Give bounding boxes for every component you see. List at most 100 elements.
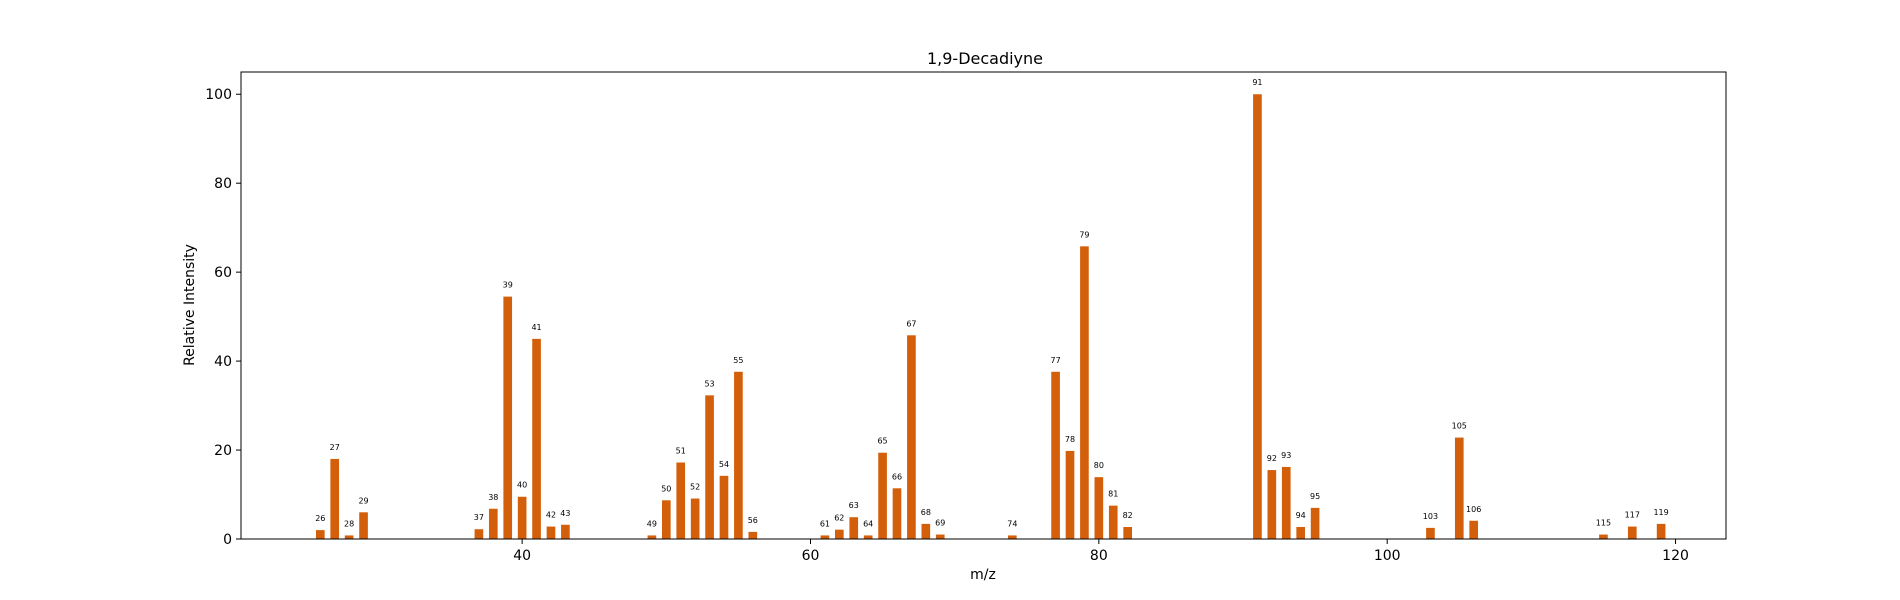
x-axis-label: m/z xyxy=(970,567,996,583)
bar-mz-92 xyxy=(1267,470,1277,539)
data-label-mz-115: 115 xyxy=(1596,519,1611,528)
bar-mz-53 xyxy=(705,395,714,539)
bar-mz-74 xyxy=(1008,535,1017,539)
x-tick-label: 100 xyxy=(1374,548,1401,564)
bar-mz-49 xyxy=(647,535,657,539)
bar-mz-79 xyxy=(1080,246,1089,539)
bar-mz-56 xyxy=(748,531,758,539)
bar-mz-27 xyxy=(330,458,340,539)
y-tick-label: 40 xyxy=(214,354,232,370)
bar-mz-64 xyxy=(863,535,873,539)
data-label-mz-42: 42 xyxy=(546,511,556,520)
bar-mz-37 xyxy=(474,529,484,539)
data-label-mz-77: 77 xyxy=(1050,356,1060,365)
x-tick-label: 120 xyxy=(1662,548,1689,564)
y-tick-label: 100 xyxy=(205,87,232,103)
bar-mz-65 xyxy=(878,452,887,539)
bar-mz-69 xyxy=(935,534,945,539)
bar-mz-103 xyxy=(1426,527,1435,539)
bar-mz-50 xyxy=(661,500,671,539)
bar-mz-78 xyxy=(1065,450,1075,539)
data-label-mz-43: 43 xyxy=(560,509,570,518)
data-label-mz-56: 56 xyxy=(748,516,758,525)
bar-mz-39 xyxy=(503,296,513,539)
data-label-mz-51: 51 xyxy=(676,447,686,456)
data-label-mz-119: 119 xyxy=(1653,508,1668,517)
data-label-mz-106: 106 xyxy=(1466,505,1481,514)
y-axis-label: Relative Intensity xyxy=(182,244,198,366)
bar-mz-28 xyxy=(344,535,354,539)
bar-mz-62 xyxy=(835,529,844,539)
data-label-group: 26 27 28 29 37 38 39 40 41 42 43 49 50 51 52 53 54 55 56 61… xyxy=(315,78,1669,528)
data-label-mz-82: 82 xyxy=(1123,511,1133,520)
bar-mz-81 xyxy=(1108,505,1118,539)
bar-mz-95 xyxy=(1310,507,1320,539)
data-label-mz-103: 103 xyxy=(1423,512,1438,521)
y-tick-label: 0 xyxy=(223,532,232,548)
bar-mz-51 xyxy=(676,462,686,539)
data-label-mz-37: 37 xyxy=(474,513,484,522)
data-label-mz-50: 50 xyxy=(661,484,671,493)
data-label-mz-38: 38 xyxy=(488,493,498,502)
data-label-mz-55: 55 xyxy=(733,356,743,365)
data-label-mz-41: 41 xyxy=(531,323,541,332)
data-label-mz-80: 80 xyxy=(1094,461,1104,470)
data-label-mz-94: 94 xyxy=(1296,511,1306,520)
data-label-mz-39: 39 xyxy=(503,281,513,290)
bar-mz-80 xyxy=(1094,477,1104,539)
data-label-mz-29: 29 xyxy=(358,496,368,505)
bar-mz-61 xyxy=(820,535,830,539)
bar-mz-106 xyxy=(1469,520,1479,539)
bar-mz-40 xyxy=(517,496,527,539)
data-label-mz-93: 93 xyxy=(1281,451,1291,460)
data-label-mz-53: 53 xyxy=(704,379,714,388)
bar-mz-43 xyxy=(561,524,570,539)
bar-mz-66 xyxy=(892,488,902,539)
bar-mz-94 xyxy=(1296,526,1306,539)
data-label-mz-78: 78 xyxy=(1065,435,1075,444)
bar-group xyxy=(315,94,1666,539)
data-label-mz-66: 66 xyxy=(892,472,902,481)
bar-mz-117 xyxy=(1627,526,1637,539)
x-axis: 40 60 80 100 120 xyxy=(513,539,1689,564)
data-label-mz-95: 95 xyxy=(1310,492,1320,501)
bar-mz-105 xyxy=(1454,437,1464,539)
data-label-mz-74: 74 xyxy=(1007,519,1017,528)
bar-mz-93 xyxy=(1281,466,1291,539)
data-label-mz-67: 67 xyxy=(906,319,916,328)
chart-title: 1,9-Decadiyne xyxy=(927,49,1043,68)
data-label-mz-27: 27 xyxy=(330,443,340,452)
data-label-mz-68: 68 xyxy=(921,508,931,517)
x-tick-label: 40 xyxy=(513,548,531,564)
data-label-mz-81: 81 xyxy=(1108,490,1118,499)
data-label-mz-79: 79 xyxy=(1079,230,1089,239)
data-label-mz-54: 54 xyxy=(719,460,729,469)
bar-mz-91 xyxy=(1253,94,1262,539)
bar-mz-77 xyxy=(1051,371,1060,539)
y-tick-label: 20 xyxy=(214,443,232,459)
bar-mz-82 xyxy=(1123,526,1132,539)
bar-mz-55 xyxy=(734,371,743,539)
data-label-mz-40: 40 xyxy=(517,481,527,490)
bar-mz-63 xyxy=(849,517,859,539)
data-label-mz-64: 64 xyxy=(863,519,873,528)
bar-mz-67 xyxy=(907,335,916,539)
data-label-mz-69: 69 xyxy=(935,519,945,528)
y-tick-label: 60 xyxy=(214,265,232,281)
data-label-mz-92: 92 xyxy=(1267,454,1277,463)
bar-mz-42 xyxy=(546,526,556,539)
data-label-mz-26: 26 xyxy=(315,514,325,523)
bar-mz-54 xyxy=(719,475,729,539)
data-label-mz-61: 61 xyxy=(820,519,830,528)
x-tick-label: 80 xyxy=(1090,548,1108,564)
data-label-mz-49: 49 xyxy=(647,519,657,528)
bar-mz-29 xyxy=(359,512,368,539)
plot-frame xyxy=(240,71,1727,540)
y-tick-label: 80 xyxy=(214,176,232,192)
data-label-mz-28: 28 xyxy=(344,519,354,528)
data-label-mz-52: 52 xyxy=(690,483,700,492)
bar-mz-115 xyxy=(1599,534,1608,539)
data-label-mz-63: 63 xyxy=(849,501,859,510)
x-tick-label: 60 xyxy=(802,548,820,564)
